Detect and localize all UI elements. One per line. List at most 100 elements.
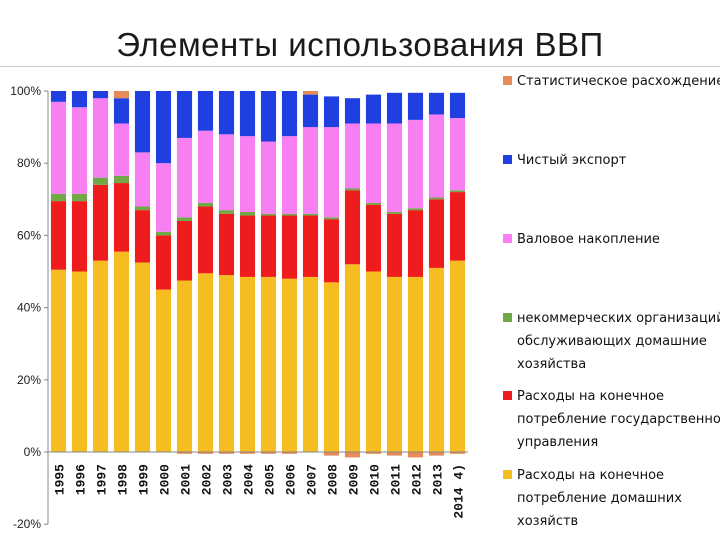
bar-segment-1997-s0 — [92, 260, 109, 452]
x-tick-label: 2000 — [158, 464, 173, 495]
bar-segment-2006-s2 — [281, 213, 298, 216]
legend: Статистическое расхождение Чистый экспорт… — [503, 74, 720, 529]
bar-segment-1999-s1 — [134, 210, 151, 263]
bar-segment-2007-s3 — [302, 127, 319, 214]
y-tick-label: 40% — [17, 301, 41, 315]
y-tick-label: 20% — [17, 373, 41, 387]
bar-segment-2010-s0 — [365, 271, 382, 452]
bar-segment-2010-s4 — [365, 94, 382, 124]
bar-segment-2004-s5 — [239, 452, 256, 454]
bar-segment-2013-s1 — [428, 199, 445, 268]
bar-segment-2010-s1 — [365, 204, 382, 272]
bar-segment-2011-s2 — [386, 211, 403, 214]
bar-segment-2007-s0 — [302, 276, 319, 452]
y-tick-label: 80% — [17, 156, 41, 170]
bar-segment-2004-s2 — [239, 211, 256, 216]
legend-label-npo: некоммерческих организаций, — [517, 311, 720, 326]
bar-segment-2011-s3 — [386, 123, 403, 212]
bar-segment-1998-s5 — [113, 91, 130, 99]
legend-label-house: потребление домашних — [517, 491, 682, 506]
bar-segment-2013-s2 — [428, 197, 445, 200]
x-tick-label: 1996 — [74, 464, 89, 495]
y-tick-label: -20% — [13, 517, 41, 531]
bar-segment-1997-s1 — [92, 184, 109, 261]
bar-segment-2008-s2 — [323, 217, 340, 220]
bar-segment-2012-s3 — [407, 119, 424, 209]
y-tick-label: 60% — [17, 228, 41, 242]
bar-segment-2000-s2 — [155, 231, 172, 236]
bar-segment-1997-s4 — [92, 91, 109, 99]
bar-segment-2005-s5 — [260, 452, 277, 454]
x-tick-label: 1997 — [95, 464, 110, 495]
legend-swatch-npo — [503, 313, 512, 322]
bar-segment-2008-s5 — [323, 452, 340, 456]
legend-swatch-export — [503, 155, 512, 164]
bar-segment-2007-s1 — [302, 215, 319, 277]
x-tick-label: 2007 — [305, 464, 320, 495]
bar-segment-2002-s3 — [197, 130, 214, 203]
bar-segment-1996-s2 — [71, 193, 88, 202]
bar-segment-2002-s0 — [197, 273, 214, 452]
bar-segment-2001-s2 — [176, 217, 193, 221]
bar-segment-1996-s1 — [71, 201, 88, 272]
bar-segment-2013-s3 — [428, 114, 445, 198]
bar-segment-2001-s5 — [176, 452, 193, 454]
bar-segment-2006-s5 — [281, 452, 298, 454]
bar-segment-20144-s5 — [449, 452, 466, 454]
bar-segment-1998-s4 — [113, 98, 130, 124]
bar-segment-2004-s3 — [239, 136, 256, 212]
chart-frame: -20% 0% 20% 40% 60% 80% 100% 1995 1996 1997 1998 19… — [0, 66, 720, 541]
legend-label-gov: управления — [517, 435, 598, 450]
bar-segment-1995-s1 — [50, 201, 67, 270]
bar-segment-2009-s1 — [344, 190, 361, 265]
y-tick-label: 100% — [10, 84, 41, 98]
bar-segment-2008-s1 — [323, 219, 340, 283]
bar-segment-2000-s3 — [155, 163, 172, 232]
bar-segment-2012-s5 — [407, 452, 424, 458]
stacked-bar-chart: -20% 0% 20% 40% 60% 80% 100% 1995 1996 1997 1998 19… — [10, 74, 720, 531]
bar-segment-2010-s3 — [365, 123, 382, 203]
bar-segment-1998-s2 — [113, 175, 130, 184]
legend-label-accum: Валовое накопление — [517, 232, 660, 247]
bar-segment-2009-s0 — [344, 264, 361, 452]
bar-segment-2004-s4 — [239, 91, 256, 137]
bar-segment-2005-s3 — [260, 141, 277, 214]
axis-layer: -20% 0% 20% 40% 60% 80% 100% 1995 1996 1997 1998 19… — [10, 84, 468, 531]
bar-segment-2013-s0 — [428, 267, 445, 452]
x-tick-label: 2008 — [326, 464, 341, 495]
bar-segment-2000-s4 — [155, 91, 172, 164]
bar-segment-2011-s5 — [386, 452, 403, 456]
bar-segment-1995-s4 — [50, 91, 67, 102]
legend-label-export: Чистый экспорт — [517, 153, 627, 168]
bar-segment-1995-s3 — [50, 101, 67, 194]
bars-layer — [50, 91, 466, 458]
bar-segment-2006-s3 — [281, 136, 298, 214]
bar-segment-2004-s1 — [239, 215, 256, 277]
bar-segment-2003-s0 — [218, 275, 235, 452]
bar-segment-20144-s3 — [449, 118, 466, 191]
x-tick-label: 2002 — [200, 464, 215, 495]
bar-segment-1997-s2 — [92, 177, 109, 185]
bar-segment-2001-s0 — [176, 280, 193, 452]
legend-swatch-gov — [503, 391, 512, 400]
bar-segment-2005-s0 — [260, 276, 277, 452]
x-tick-label: 2005 — [263, 464, 278, 495]
legend-swatch-accum — [503, 234, 512, 243]
bar-segment-2001-s3 — [176, 137, 193, 218]
x-tick-label: 2013 — [431, 464, 446, 495]
legend-label-house: хозяйств — [517, 514, 578, 529]
bar-segment-2006-s4 — [281, 91, 298, 137]
legend-label-npo: обслуживающих домашние — [517, 334, 707, 349]
legend-label-gov: потребление государственного — [517, 412, 720, 427]
bar-segment-2008-s3 — [323, 127, 340, 218]
bar-segment-2000-s0 — [155, 289, 172, 452]
bar-segment-2011-s4 — [386, 92, 403, 124]
x-tick-label: 2004 — [242, 464, 257, 495]
bar-segment-2009-s3 — [344, 123, 361, 189]
bar-segment-20144-s4 — [449, 92, 466, 119]
bar-segment-1995-s0 — [50, 269, 67, 452]
bar-segment-2000-s1 — [155, 235, 172, 290]
x-tick-label: 2003 — [221, 464, 236, 495]
x-tick-label: 2011 — [389, 464, 404, 495]
bar-segment-2012-s4 — [407, 92, 424, 120]
